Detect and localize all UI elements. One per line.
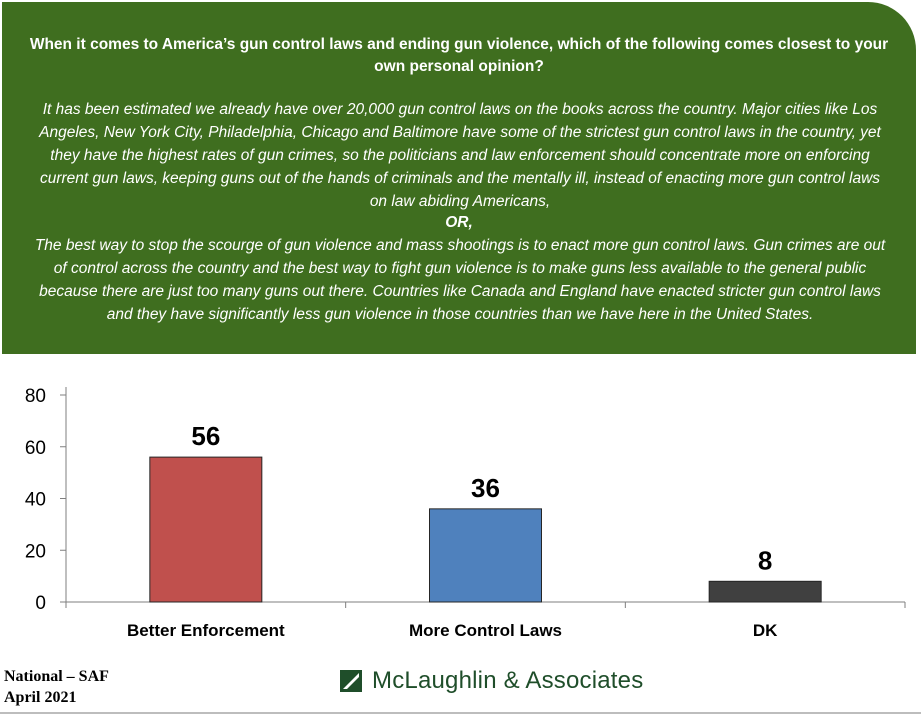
bar (429, 508, 542, 603)
data-label: 8 (758, 545, 772, 575)
category-label: DK (753, 621, 778, 640)
company-logo: McLaughlin & Associates (340, 667, 643, 695)
logo-mark-icon (340, 670, 362, 692)
category-label: More Control Laws (409, 621, 562, 640)
bottom-divider (0, 712, 921, 714)
source-line-2: April 2021 (4, 689, 77, 706)
y-tick-label: 0 (35, 593, 46, 614)
source-line-1: National – SAF (4, 668, 109, 685)
y-tick-label: 40 (25, 490, 46, 511)
data-label: 36 (471, 473, 500, 503)
or-label: OR, (445, 214, 473, 231)
y-tick-label: 20 (25, 541, 46, 562)
y-tick-label: 60 (25, 438, 46, 459)
source-note: National – SAF April 2021 (4, 666, 109, 708)
category-label: Better Enforcement (127, 621, 285, 640)
data-label: 56 (191, 421, 220, 451)
bar (708, 580, 822, 603)
bar-chart: 0 20 40 60 80 56 Better Enforcement 36 More Cont… (25, 386, 906, 640)
logo-text: McLaughlin & Associates (372, 667, 644, 694)
option-a-text: It has been estimated we already have ov… (39, 101, 881, 210)
question-panel: When it comes to America’s gun control l… (2, 2, 916, 354)
bar (149, 456, 263, 603)
question-text: When it comes to America’s gun control l… (29, 36, 889, 75)
option-b-text: The best way to stop the scourge of gun … (34, 237, 886, 323)
y-tick-label: 80 (25, 386, 46, 407)
